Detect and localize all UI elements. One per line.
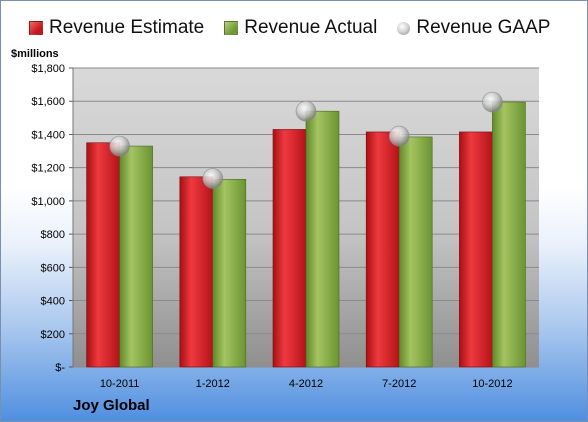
bar-revenue-actual xyxy=(119,145,153,368)
point-revenue-gaap xyxy=(295,100,317,122)
legend: Revenue Estimate Revenue Actual Revenue … xyxy=(29,17,570,39)
legend-label-estimate: Revenue Estimate xyxy=(49,17,205,38)
legend-label-actual: Revenue Actual xyxy=(244,17,378,38)
y-tick-label: $1,800 xyxy=(31,63,65,75)
point-revenue-gaap xyxy=(482,91,503,113)
y-tick-label: $400 xyxy=(41,296,65,308)
legend-item-estimate: Revenue Estimate xyxy=(29,17,204,39)
y-tick-label: $800 xyxy=(41,229,65,241)
y-tick-label: $1,400 xyxy=(31,129,65,141)
point-revenue-gaap xyxy=(109,135,130,157)
point-revenue-gaap xyxy=(388,125,410,147)
bar-revenue-actual xyxy=(305,110,340,368)
point-revenue-gaap xyxy=(202,168,224,189)
bar-revenue-actual xyxy=(492,101,526,368)
legend-label-gaap: Revenue GAAP xyxy=(416,17,551,38)
bar-revenue-actual xyxy=(212,178,247,368)
legend-swatch-estimate xyxy=(29,21,43,35)
legend-swatch-actual xyxy=(224,21,239,35)
x-tick-label: 7-2012 xyxy=(382,378,416,390)
y-tick-label: $- xyxy=(55,362,65,374)
bar-revenue-estimate xyxy=(459,131,493,368)
company-name: Joy Global xyxy=(73,397,150,414)
legend-item-gaap: Revenue GAAP xyxy=(397,17,550,39)
bar-revenue-estimate xyxy=(365,131,400,368)
x-tick-label: 1-2012 xyxy=(196,378,230,390)
bar-revenue-actual xyxy=(398,136,433,368)
bar-revenue-estimate xyxy=(179,176,214,368)
y-tick-label: $1,000 xyxy=(31,196,65,208)
x-tick-label: 10-2012 xyxy=(472,378,512,390)
y-axis-unit-label: $millions xyxy=(11,48,59,60)
y-tick-label: $1,600 xyxy=(31,96,65,108)
bar-revenue-estimate xyxy=(272,129,307,368)
y-tick-label: $600 xyxy=(41,262,65,274)
legend-swatch-gaap xyxy=(397,21,411,35)
bar-revenue-estimate xyxy=(86,142,120,368)
x-tick-label: 4-2012 xyxy=(289,378,323,390)
legend-item-actual: Revenue Actual xyxy=(224,17,377,39)
y-tick-label: $1,200 xyxy=(31,163,65,175)
y-tick-label: $200 xyxy=(41,329,65,341)
x-tick-label: 10-2011 xyxy=(100,378,140,390)
